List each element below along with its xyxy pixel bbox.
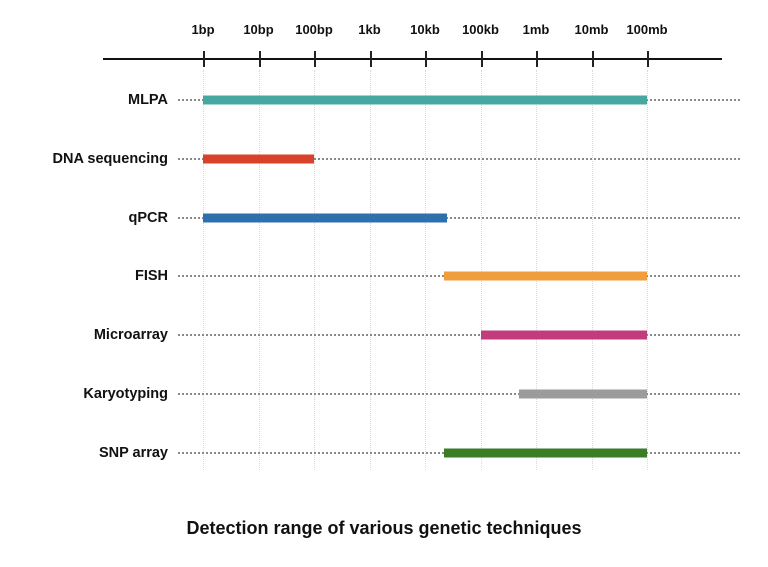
x-axis-tick <box>425 51 427 67</box>
x-axis-tick <box>591 51 594 67</box>
detection-range-bar <box>444 448 647 458</box>
vertical-gridline <box>369 70 371 470</box>
x-axis-tick <box>480 51 483 67</box>
vertical-gridline <box>314 70 315 470</box>
x-axis-tick-label: 100mb <box>626 22 668 37</box>
vertical-gridline <box>480 70 482 470</box>
technique-label: DNA sequencing <box>52 150 168 167</box>
x-axis-tick <box>536 51 538 67</box>
detection-range-bar <box>203 154 314 164</box>
detection-range-bar <box>203 95 647 105</box>
x-axis-tick-label: 1mb <box>522 22 550 37</box>
technique-label: SNP array <box>98 444 168 461</box>
x-axis-tick-label: 10bp <box>243 22 274 37</box>
row-guide-line <box>178 216 740 219</box>
vertical-gridline <box>258 70 260 470</box>
x-axis-tick-label: 100kb <box>462 22 499 37</box>
x-axis-tick <box>314 51 316 67</box>
x-axis-line <box>103 58 722 60</box>
x-axis-tick-label: 100bp <box>295 22 333 37</box>
technique-label: Karyotyping <box>83 386 168 402</box>
x-axis-tick <box>203 51 205 67</box>
vertical-gridline <box>591 70 593 470</box>
x-axis-tick <box>258 51 261 67</box>
vertical-gridline <box>425 70 426 470</box>
detection-range-bar <box>444 271 647 281</box>
x-axis-tick <box>369 51 372 67</box>
technique-label: Microarray <box>93 327 168 344</box>
chart-title: Detection range of various genetic techn… <box>186 518 582 538</box>
detection-range-bar <box>480 330 647 340</box>
row-guide-line <box>178 334 740 337</box>
detection-range-bar <box>203 213 448 223</box>
x-axis-tick-label: 1bp <box>191 22 215 37</box>
technique-label: qPCR <box>128 209 168 226</box>
technique-label: MLPA <box>127 92 168 108</box>
row-guide-line <box>178 157 740 160</box>
x-axis-tick-label: 10kb <box>410 22 440 37</box>
vertical-gridline <box>647 70 648 470</box>
detection-range-bar <box>519 389 647 399</box>
vertical-gridline <box>536 70 537 470</box>
x-axis-tick-label: 1kb <box>358 22 381 37</box>
x-axis-tick <box>647 51 649 67</box>
row-guide-line <box>178 393 740 395</box>
vertical-gridline <box>203 70 204 470</box>
x-axis-tick-label: 10mb <box>574 22 609 37</box>
technique-label: FISH <box>134 268 168 285</box>
